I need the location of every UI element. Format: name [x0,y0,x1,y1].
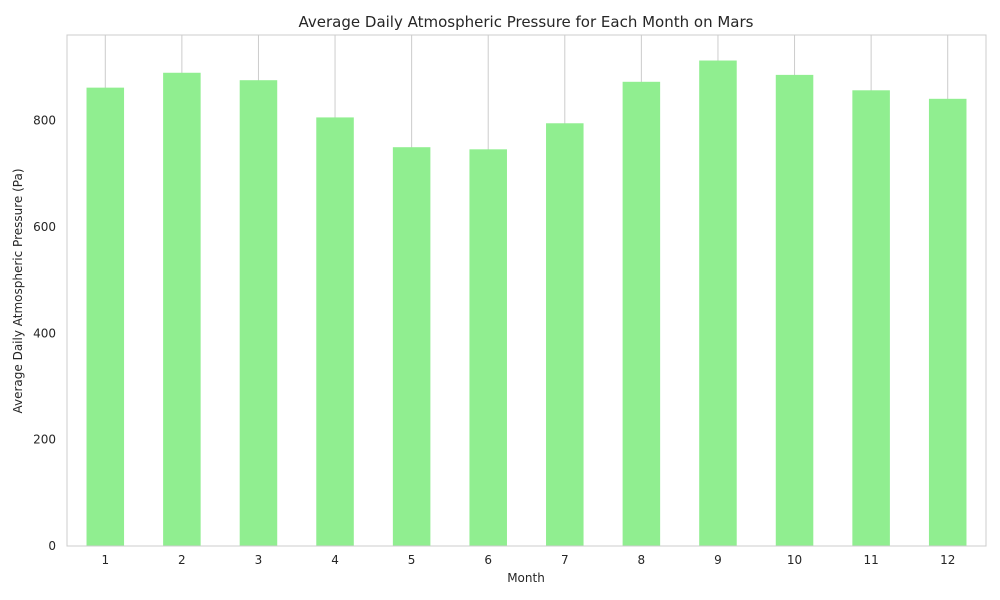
bar-month-8 [622,81,661,547]
y-tick-label: 200 [33,433,56,447]
bar-month-10 [775,74,814,546]
y-tick-labels: 0 200 400 600 800 [33,114,56,553]
bars [86,60,967,547]
x-tick-label: 12 [940,553,955,567]
y-tick-label: 800 [33,114,56,128]
bar-month-11 [852,90,890,547]
bar-month-3 [239,80,278,547]
x-tick-label: 4 [331,553,339,567]
x-tick-label: 5 [408,553,416,567]
bar-month-5 [392,147,431,547]
bar-month-6 [469,149,507,547]
x-tick-label: 9 [714,553,722,567]
y-tick-label: 0 [48,539,56,553]
x-tick-label: 10 [787,553,802,567]
grid-lines [104,35,949,546]
x-tick-label: 3 [255,553,263,567]
x-tick-label: 8 [638,553,646,567]
bar-month-4 [316,117,354,546]
y-tick-label: 400 [33,326,56,340]
x-tick-label: 6 [484,553,492,567]
x-tick-labels: 1 2 3 4 5 6 7 8 9 10 11 12 [101,553,955,567]
x-tick-label: 7 [561,553,569,567]
x-tick-label: 1 [101,553,109,567]
bar-month-2 [163,72,201,546]
y-tick-label: 600 [33,220,56,234]
plot-frame [66,34,987,547]
bar-month-12 [928,98,967,546]
y-axis-label: Average Daily Atmospheric Pressure (Pa) [11,168,25,413]
x-tick-label: 2 [178,553,186,567]
bar-month-9 [699,60,737,547]
x-axis-label: Month [507,571,545,585]
x-tick-label: 11 [863,553,878,567]
bar-month-7 [546,123,584,547]
bar-month-1 [86,87,125,547]
chart-title: Average Daily Atmospheric Pressure for E… [299,13,754,31]
